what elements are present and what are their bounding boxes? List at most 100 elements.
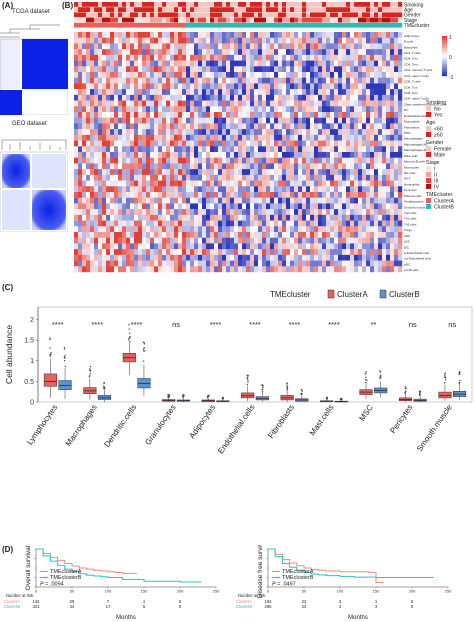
heatmap-cell — [166, 192, 171, 198]
annotation-cell — [334, 12, 339, 18]
heatmap-cell — [210, 243, 215, 250]
x-tick-label: Adipocytes — [187, 403, 217, 440]
heatmap-cell — [118, 129, 123, 136]
heatmap-cell — [322, 254, 327, 261]
heatmap-cell — [78, 197, 83, 204]
heatmap-cell — [254, 163, 259, 170]
heatmap-cell — [338, 152, 343, 158]
heatmap-cell — [282, 203, 287, 210]
heatmap-cell — [142, 226, 147, 233]
heatmap-cell — [158, 157, 163, 164]
heatmap-cell — [214, 197, 219, 204]
heatmap-row-label: Smooth.muscle — [404, 205, 426, 209]
heatmap-cell — [342, 129, 347, 136]
heatmap-cell — [306, 146, 311, 153]
heatmap-cell — [226, 83, 231, 90]
annotation-cell — [318, 17, 323, 23]
heatmap-cell — [198, 203, 203, 210]
heatmap-cell — [346, 163, 351, 170]
risk-count: 3 — [339, 599, 342, 604]
heatmap-cell — [330, 83, 335, 90]
heatmap-cell — [326, 192, 331, 198]
heatmap-cell — [390, 123, 395, 130]
heatmap-cell — [206, 197, 211, 204]
heatmap-cell — [198, 129, 203, 136]
heatmap-cell — [206, 226, 211, 233]
heatmap-cell — [298, 112, 303, 118]
heatmap-cell — [174, 174, 179, 181]
heatmap-cell — [250, 249, 255, 256]
heatmap-cell — [114, 180, 119, 187]
heatmap-cell — [222, 152, 227, 158]
heatmap-cell — [186, 146, 191, 153]
x-tick-label: 50 — [70, 589, 75, 594]
heatmap-cell — [106, 203, 111, 210]
heatmap-cell — [194, 163, 199, 170]
heatmap-cell — [118, 66, 123, 73]
heatmap-cell — [214, 43, 219, 50]
heatmap-cell — [254, 54, 259, 61]
heatmap-cell — [378, 220, 383, 227]
heatmap-cell — [214, 72, 219, 78]
heatmap-cell — [186, 209, 191, 216]
heatmap-cell — [154, 146, 159, 153]
heatmap-cell — [338, 226, 343, 233]
heatmap-cell — [86, 192, 91, 198]
heatmap-cell — [374, 140, 379, 147]
heatmap-cell — [94, 226, 99, 233]
heatmap-cell — [162, 123, 167, 130]
heatmap-cell — [278, 163, 283, 170]
heatmap-cell — [242, 134, 247, 141]
heatmap-cell — [146, 220, 151, 227]
x-tick-label: 150 — [141, 589, 148, 594]
annotation-cell — [150, 7, 155, 12]
heatmap-cell — [298, 203, 303, 210]
heatmap-cell — [374, 186, 379, 193]
heatmap-cell — [82, 169, 87, 176]
heatmap-cell — [174, 180, 179, 187]
heatmap-cell — [326, 266, 331, 273]
heatmap-cell — [150, 112, 155, 118]
heatmap-cell — [82, 163, 87, 170]
heatmap-cell — [306, 152, 311, 158]
heatmap-cell — [82, 214, 87, 221]
heatmap-cell — [394, 203, 399, 210]
heatmap-cell — [362, 197, 367, 204]
heatmap-cell — [202, 243, 207, 250]
heatmap-cell — [186, 169, 191, 176]
heatmap-cell — [74, 169, 79, 176]
heatmap-cell — [170, 129, 175, 136]
heatmap-cell — [354, 174, 359, 181]
heatmap-cell — [194, 60, 199, 67]
heatmap-cell — [306, 100, 311, 107]
heatmap-cell — [174, 157, 179, 164]
heatmap-cell — [154, 66, 159, 73]
heatmap-cell — [286, 77, 291, 84]
heatmap-cell — [94, 72, 99, 78]
heatmap-cell — [214, 192, 219, 198]
heatmap-cell — [182, 72, 187, 78]
heatmap-cell — [318, 243, 323, 250]
risk-row-label: ClusterB — [236, 604, 252, 609]
heatmap-cell — [154, 129, 159, 136]
heatmap-cell — [306, 237, 311, 244]
heatmap-cell — [210, 169, 215, 176]
heatmap-cell — [206, 77, 211, 84]
heatmap-cell — [210, 192, 215, 198]
heatmap-cell — [278, 60, 283, 67]
heatmap-cell — [90, 197, 95, 204]
heatmap-cell — [158, 260, 163, 267]
heatmap-cell — [174, 237, 179, 244]
heatmap-cell — [226, 174, 231, 181]
heatmap-cell — [326, 237, 331, 244]
heatmap-cell — [126, 260, 131, 267]
heatmap-cell — [330, 237, 335, 244]
annotation-cell — [170, 7, 175, 12]
heatmap-cell — [114, 260, 119, 267]
heatmap-cell — [338, 123, 343, 130]
heatmap-cell — [214, 77, 219, 84]
heatmap-cell — [390, 146, 395, 153]
heatmap-cell — [278, 123, 283, 130]
heatmap-cell — [394, 49, 399, 56]
heatmap-cell — [126, 100, 131, 107]
